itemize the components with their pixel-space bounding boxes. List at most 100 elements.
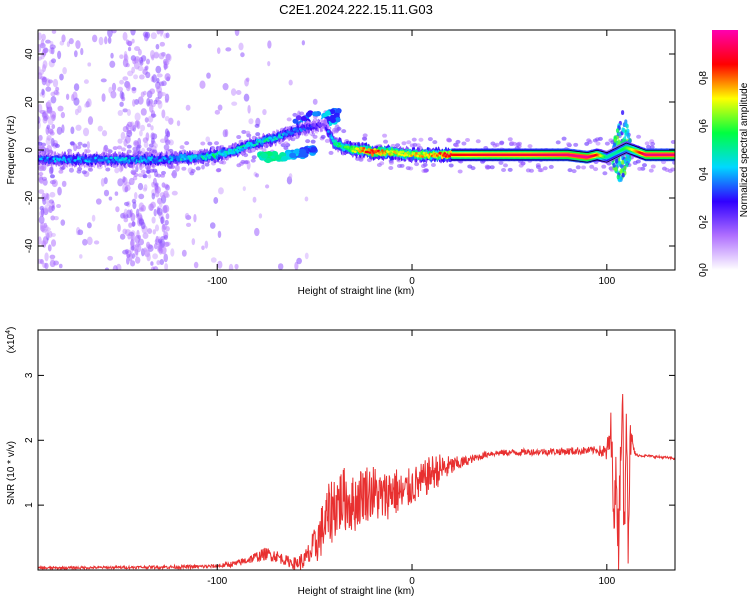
spectrogram-noise-mark [107, 30, 113, 38]
spectrogram-trace-mark [368, 151, 372, 154]
spectrogram-noise-mark [38, 236, 42, 245]
spectrogram-noise-mark [119, 101, 124, 107]
spectrogram-haze-mark [646, 144, 652, 149]
spectrogram-trace-mark [401, 150, 405, 154]
spectrogram-noise-mark [40, 225, 46, 232]
spectrogram-branch-mark [260, 152, 268, 159]
spectrogram-haze-mark [77, 141, 83, 146]
spectrogram-noise-mark [132, 99, 136, 107]
spectrogram-trace-mark [427, 155, 431, 158]
spectrogram-haze-mark [200, 141, 206, 146]
spectrogram-noise-mark [56, 126, 63, 135]
spectrogram-trace-mark [110, 156, 113, 160]
spectrogram-haze-mark [484, 164, 490, 169]
spectrogram-noise-mark [225, 47, 232, 52]
spectrogram-haze-mark [648, 168, 654, 173]
spectrogram-noise-mark [157, 238, 163, 244]
spectrogram-haze-mark [49, 174, 55, 179]
spectrogram-noise-mark [145, 71, 151, 79]
spectrogram-trace-mark [92, 159, 96, 163]
spectrogram-noise-mark [57, 105, 64, 112]
spectrogram-noise-mark [165, 184, 170, 191]
spectrogram-haze-mark [498, 160, 504, 165]
spectrogram-noise-mark [168, 117, 174, 125]
x-tick-label: 0 [409, 576, 415, 587]
spectrogram-noise-mark [228, 263, 234, 270]
spectrogram-spike-mark [621, 138, 625, 144]
spectrogram-y-label: Frequency (Hz) [6, 116, 17, 185]
spectrogram-noise-mark [193, 261, 199, 269]
spectrogram-haze-mark [595, 141, 601, 146]
spectrogram-noise-mark [124, 185, 131, 192]
spectrogram-noise-mark [38, 189, 45, 194]
spectrogram-haze-mark [160, 173, 166, 178]
spectrogram-noise-mark [130, 30, 136, 36]
colorbar-tick-label: 0.4 [698, 167, 709, 181]
spectrogram-noise-mark [265, 184, 270, 189]
spectrogram-noise-mark [294, 261, 299, 270]
spectrogram-noise-mark [48, 230, 53, 238]
spectrogram-noise-mark [150, 32, 157, 40]
spectrogram-haze-mark [420, 164, 426, 169]
spectrogram-noise-mark [231, 101, 238, 106]
spectrogram-trace-mark [78, 159, 82, 163]
spectrogram-haze-mark [148, 143, 154, 148]
spectrogram-haze-mark [121, 147, 127, 152]
spectrogram-noise-mark [138, 218, 145, 226]
spectrogram-haze-mark [461, 141, 467, 146]
spectrogram-trace-mark [361, 149, 365, 153]
spectrogram-spike-mark [620, 163, 624, 169]
spectrogram-noise-mark [82, 238, 88, 246]
spectrogram-noise-mark [48, 166, 54, 175]
spectrogram-noise-mark [145, 58, 151, 65]
spectrogram-noise-mark [120, 131, 126, 140]
spectrogram-noise-mark [217, 260, 223, 269]
snr-series-line [38, 393, 675, 570]
y-tick-label: 0 [24, 147, 35, 153]
spectrogram-noise-mark [187, 43, 192, 49]
spectrogram-noise-mark [104, 267, 110, 270]
spectrogram-noise-mark [171, 190, 178, 196]
spectrogram-noise-mark [122, 108, 128, 113]
spectrogram-trace-mark [63, 158, 67, 161]
spectrogram-trace-mark [340, 146, 344, 149]
spectrogram-noise-mark [137, 96, 144, 105]
spectrogram-trace-mark [442, 154, 445, 157]
spectrogram-noise-mark [159, 41, 166, 47]
spectrogram-haze-mark [548, 164, 554, 169]
spectrogram-noise-mark [152, 253, 158, 260]
spectrogram-noise-mark [77, 229, 84, 236]
spectrogram-spike-mark [624, 122, 628, 128]
spectrogram-haze-mark [251, 155, 257, 160]
spectrogram-haze-mark [494, 142, 500, 147]
spectrogram-upper-branch-mark [312, 111, 319, 117]
snr-multiplier-exp: 4 [5, 330, 12, 334]
spectrogram-noise-mark [62, 67, 67, 75]
spectrogram-noise-mark [49, 44, 56, 50]
spectrogram-noise-mark [288, 79, 293, 86]
spectrogram-noise-mark [301, 40, 306, 46]
spectrogram-haze-mark [76, 169, 82, 174]
spectrogram-noise-mark [80, 47, 84, 56]
spectrogram-haze-mark [561, 136, 567, 141]
spectrogram-trace-mark [344, 145, 347, 149]
spectrogram-noise-mark [184, 212, 190, 220]
spectrogram-trace-mark [421, 155, 425, 158]
spectrogram-trace-mark [88, 160, 91, 163]
spectrogram-noise-mark [161, 223, 166, 233]
spectrogram-noise-mark [159, 138, 166, 144]
spectrogram-noise-mark [142, 232, 149, 240]
spectrogram-noise-mark [158, 199, 163, 209]
colorbar: 0.0 0.2 0.4 0.6 0.8 Normalized spectral ampl… [698, 30, 750, 277]
spectrogram-noise-mark [40, 240, 47, 247]
spectrogram-haze-mark [142, 174, 148, 179]
spectrogram-noise-mark [131, 38, 135, 44]
spectrogram-noise-mark [152, 229, 157, 235]
spectrogram-noise-mark [44, 204, 49, 214]
spectrogram-haze-mark [126, 144, 132, 149]
spectrogram-noise-mark [45, 86, 52, 92]
spectrogram-haze-mark [414, 162, 420, 167]
spectrogram-noise-mark [217, 104, 223, 111]
spectrogram-noise-mark [131, 86, 137, 91]
